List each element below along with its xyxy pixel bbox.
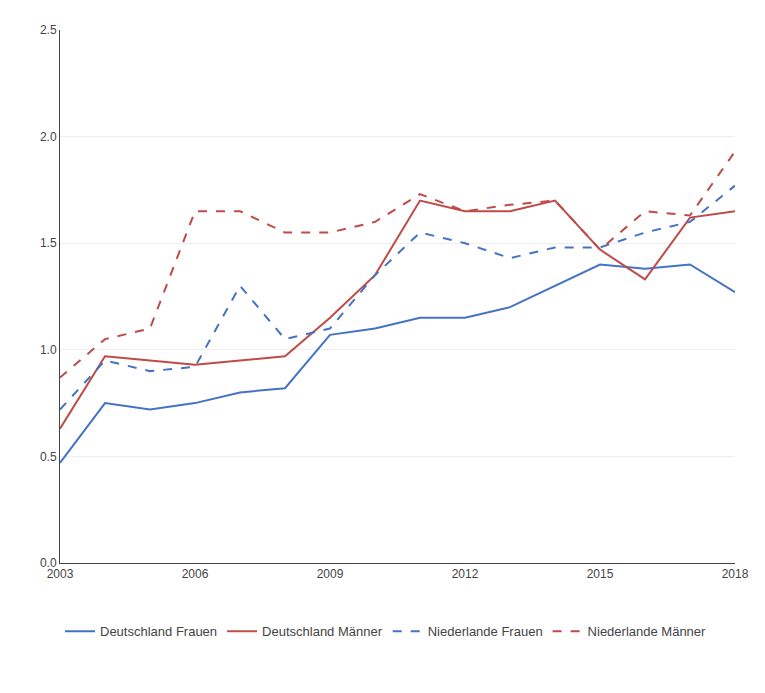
svg-text:Niederlande Frauen: Niederlande Frauen — [428, 624, 543, 639]
svg-text:2018: 2018 — [722, 567, 749, 581]
svg-text:2012: 2012 — [452, 567, 479, 581]
svg-text:2015: 2015 — [587, 567, 614, 581]
svg-text:2.0: 2.0 — [40, 130, 57, 144]
svg-text:2006: 2006 — [182, 567, 209, 581]
svg-text:Niederlande Männer: Niederlande Männer — [588, 624, 706, 639]
svg-text:Deutschland Frauen: Deutschland Frauen — [100, 624, 217, 639]
svg-text:2009: 2009 — [317, 567, 344, 581]
svg-text:0.0: 0.0 — [40, 556, 57, 570]
svg-text:2003: 2003 — [47, 567, 74, 581]
svg-text:1.5: 1.5 — [40, 236, 57, 250]
svg-text:2.5: 2.5 — [40, 23, 57, 37]
svg-text:Deutschland Männer: Deutschland Männer — [262, 624, 383, 639]
svg-text:0.5: 0.5 — [40, 450, 57, 464]
svg-text:1.0: 1.0 — [40, 343, 57, 357]
